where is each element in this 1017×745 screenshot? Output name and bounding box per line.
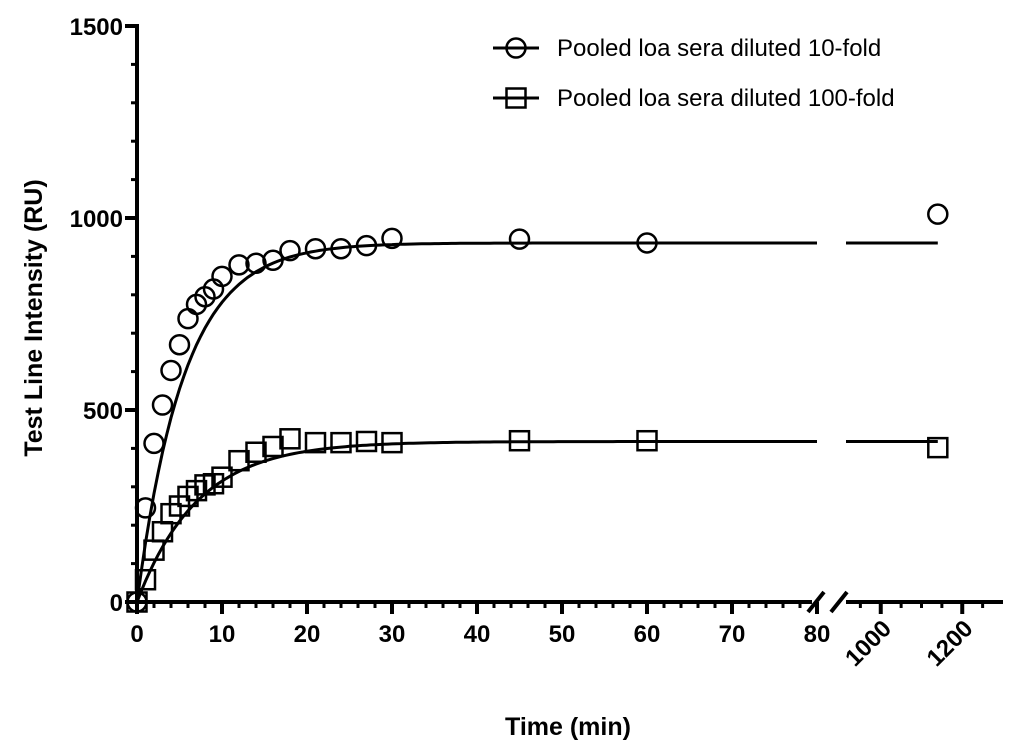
data-point-series-2 [126,591,148,613]
x-tick-label: 1000 [840,615,897,672]
data-point-series-2 [636,429,658,452]
x-tick-label: 80 [804,621,831,648]
data-point-series-1 [151,394,174,416]
y-tick-label: 1500 [70,14,123,41]
axis-break-mark [829,590,849,614]
x-tick-label: 70 [719,621,746,648]
y-tick-label: 500 [83,398,123,425]
legend-entry-2: Pooled loa sera diluted 100-fold [557,85,895,112]
data-markers [126,203,949,613]
data-point-series-1 [355,234,378,257]
data-point-series-1 [330,237,352,260]
fit-curve-series-2 [135,440,817,603]
data-point-series-1 [160,359,182,382]
x-tick-label: 1200 [922,615,979,672]
x-tick-label: 30 [379,621,406,648]
x-tick-label: 60 [634,621,661,648]
data-point-series-2 [211,466,233,488]
data-point-series-2 [134,568,157,591]
data-point-series-2 [262,435,284,458]
data-point-series-1 [381,227,403,250]
y-tick-label: 0 [110,590,123,617]
data-point-series-2 [381,431,403,454]
data-point-series-1 [262,249,284,271]
data-point-series-1 [304,237,327,260]
fit-curves [135,241,938,603]
data-point-series-1 [211,265,233,288]
data-point-series-1 [134,497,157,519]
x-tick-label: 20 [294,621,321,648]
data-point-series-1 [636,232,658,254]
data-point-series-1 [508,228,531,250]
fit-curve-series-1 [135,241,817,603]
x-tick-label: 10 [209,621,236,648]
data-point-series-2 [279,428,301,450]
legend-marker [505,37,527,59]
data-point-series-2 [245,441,267,463]
data-point-series-1 [927,203,949,225]
data-point-series-1 [177,307,199,330]
legend: Pooled loa sera diluted 10-fold Pooled lo… [493,35,895,112]
x-tick-label: 40 [464,621,491,648]
data-point-series-2 [330,431,352,454]
y-axis-title: Test Line Intensity (RU) [20,179,48,456]
x-tick-label: 50 [549,621,576,648]
data-point-series-1 [143,432,165,455]
data-point-series-1 [245,252,267,275]
legend-marker [505,87,527,109]
data-point-series-2 [927,436,949,459]
legend-entry-1: Pooled loa sera diluted 10-fold [557,35,881,62]
data-point-series-1 [228,254,250,276]
data-point-series-2 [508,429,531,452]
data-point-series-2 [355,430,378,453]
data-point-series-1 [279,239,301,262]
data-point-series-1 [168,333,191,356]
data-point-series-2 [304,431,327,454]
x-axis-title: Time (min) [505,713,631,741]
axes: 0 500 1000 1500 0 10 20 30 40 50 60 70 80 1000 1200 [70,14,1003,672]
x-tick-label: 0 [130,621,143,648]
y-tick-label: 1000 [70,206,123,233]
